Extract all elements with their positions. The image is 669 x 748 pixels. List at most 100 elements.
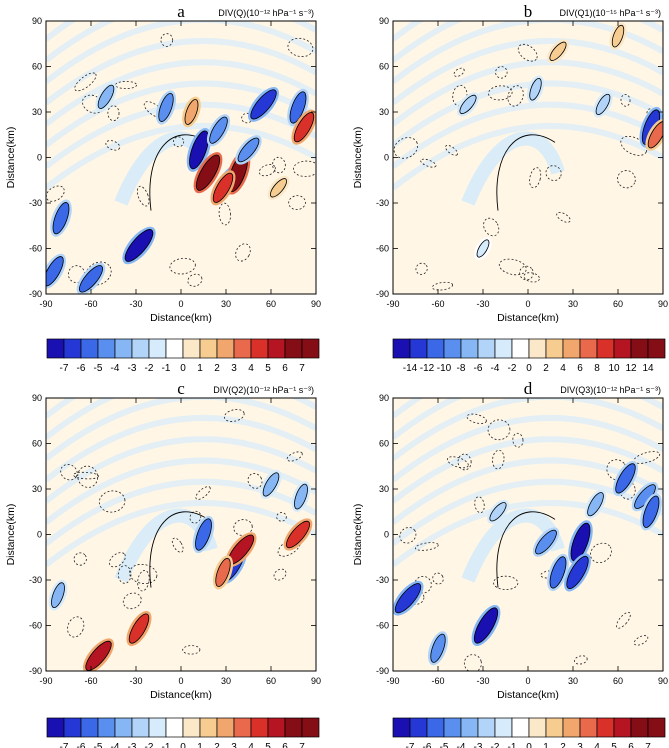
x-tick-label: 60 <box>613 299 623 309</box>
colorbar-label: 0 <box>526 363 532 374</box>
y-tick-label: 90 <box>32 16 42 26</box>
colorbar-label: 3 <box>577 742 583 748</box>
colorbar-swatch <box>597 339 614 358</box>
y-tick-label: -30 <box>29 198 42 208</box>
colorbar-label: 8 <box>594 363 600 374</box>
colorbar-swatch <box>580 718 597 737</box>
colorbar-swatch <box>529 718 546 737</box>
colorbar-swatch <box>648 718 665 737</box>
colorbar-swatch <box>546 718 563 737</box>
colorbar-swatch <box>614 718 631 737</box>
y-tick-label: -90 <box>376 289 389 299</box>
colorbar-label: -6 <box>77 363 86 374</box>
y-axis-label: Distance(km) <box>5 504 17 566</box>
colorbar-swatch <box>200 718 217 737</box>
colorbar-label: -2 <box>145 742 154 748</box>
x-tick-label: 60 <box>613 676 623 686</box>
y-tick-label: 30 <box>379 107 389 117</box>
x-tick-label: -30 <box>476 676 489 686</box>
panel-b: -90 -60 -30 0 30 60 909060300-30-60-90Distance… <box>352 0 669 374</box>
colorbar-swatch <box>166 339 183 358</box>
colorbar-label: 3 <box>231 363 237 374</box>
y-tick-label: -90 <box>376 666 389 676</box>
y-tick-label: -30 <box>376 575 389 585</box>
colorbar-label: -10 <box>437 363 452 374</box>
colorbar-label: 12 <box>625 363 637 374</box>
colorbar-label: -5 <box>440 742 449 748</box>
y-tick-label: 60 <box>32 62 42 72</box>
y-tick-label: 60 <box>379 439 389 449</box>
y-tick-label: 90 <box>379 16 389 26</box>
colorbar-swatch <box>444 339 461 358</box>
x-axis-label: Distance(km) <box>497 689 559 701</box>
colorbar-label: 5 <box>265 742 271 748</box>
colorbar-swatch <box>495 718 512 737</box>
colorbar-label: -4 <box>111 742 120 748</box>
y-tick-label: -60 <box>376 244 389 254</box>
colorbar-swatch <box>302 718 319 737</box>
colorbar-swatch <box>64 718 81 737</box>
colorbar-swatch <box>563 339 580 358</box>
colorbar-swatch <box>285 718 302 737</box>
x-tick-label: -90 <box>39 676 52 686</box>
colorbar-label: -3 <box>128 363 137 374</box>
colorbar-swatch <box>200 339 217 358</box>
x-tick-label: -60 <box>84 299 97 309</box>
panel-label: b <box>524 2 533 21</box>
colorbar-swatch <box>302 339 319 358</box>
x-tick-label: -60 <box>84 676 97 686</box>
y-tick-label: -60 <box>376 621 389 631</box>
y-tick-label: 0 <box>384 153 389 163</box>
colorbar-label: 2 <box>214 742 220 748</box>
x-tick-label: -30 <box>476 299 489 309</box>
colorbar-swatch <box>81 718 98 737</box>
colorbar-swatch <box>183 718 200 737</box>
colorbar-swatch <box>217 339 234 358</box>
x-tick-label: 90 <box>311 299 321 309</box>
x-tick-label: -60 <box>431 299 444 309</box>
colorbar-swatch <box>234 339 251 358</box>
y-tick-label: 90 <box>379 393 389 403</box>
colorbar-swatch <box>478 718 495 737</box>
colorbar-swatch <box>495 339 512 358</box>
colorbar-label: -4 <box>491 363 500 374</box>
colorbar-swatch <box>217 718 234 737</box>
panel-title: DIV(Q)(10⁻¹² hPa⁻¹ s⁻³) <box>218 8 314 18</box>
x-tick-label: 0 <box>525 676 530 686</box>
colorbar-swatch <box>251 339 268 358</box>
x-tick-label: -30 <box>129 676 142 686</box>
panel-label: d <box>524 379 533 398</box>
colorbar-swatch <box>393 339 410 358</box>
y-tick-label: -30 <box>29 575 42 585</box>
colorbar-label: 6 <box>577 363 583 374</box>
colorbar-swatch <box>268 339 285 358</box>
colorbar-label: -2 <box>491 742 500 748</box>
colorbar-label: -12 <box>420 363 435 374</box>
x-tick-label: -90 <box>386 676 399 686</box>
x-tick-label: -90 <box>39 299 52 309</box>
colorbar-label: -1 <box>508 742 517 748</box>
colorbar-label: 4 <box>594 742 600 748</box>
colorbar-swatch <box>546 339 563 358</box>
y-tick-label: 60 <box>32 439 42 449</box>
colorbar-label: 4 <box>560 363 566 374</box>
y-tick-label: 30 <box>32 484 42 494</box>
colorbar-swatch <box>512 718 529 737</box>
colorbar-label: 7 <box>299 363 305 374</box>
colorbar-swatch <box>132 718 149 737</box>
colorbar-swatch <box>132 339 149 358</box>
colorbar-swatch <box>631 339 648 358</box>
colorbar-swatch <box>512 339 529 358</box>
colorbar-label: -5 <box>94 742 103 748</box>
y-tick-label: 0 <box>384 530 389 540</box>
colorbar-swatch <box>478 339 495 358</box>
x-axis-label: Distance(km) <box>497 312 559 324</box>
colorbar-swatch <box>268 718 285 737</box>
y-axis-label: Distance(km) <box>5 127 17 189</box>
x-tick-label: -30 <box>129 299 142 309</box>
x-tick-label: 0 <box>525 299 530 309</box>
y-axis-label: Distance(km) <box>352 127 364 189</box>
colorbar-label: -5 <box>94 363 103 374</box>
colorbar-swatch <box>410 339 427 358</box>
